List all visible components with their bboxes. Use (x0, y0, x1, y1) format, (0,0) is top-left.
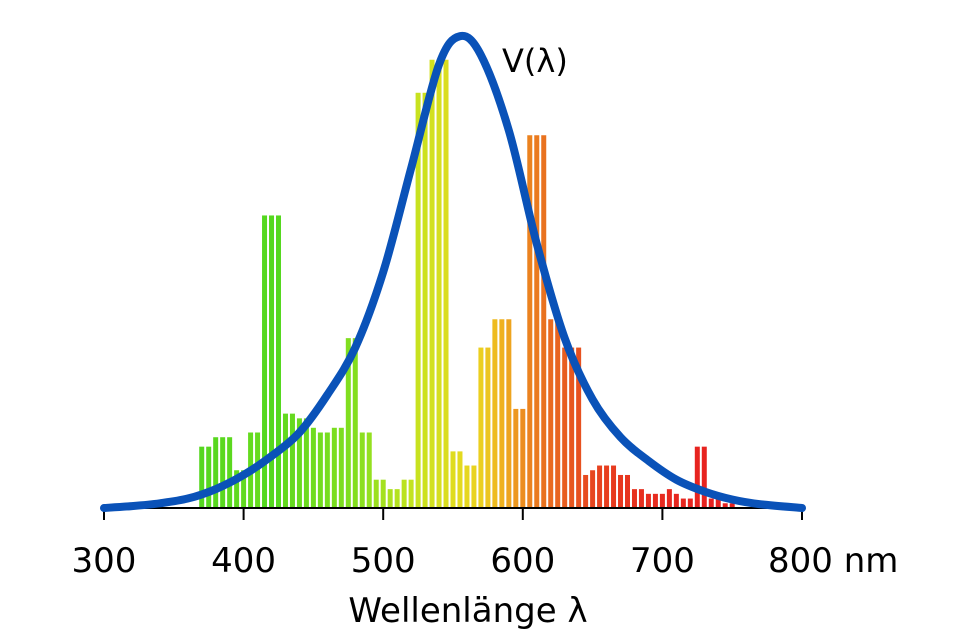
bar-435 (289, 413, 295, 508)
bar-650 (590, 470, 596, 508)
bar-570 (478, 347, 484, 508)
bar-680 (631, 489, 637, 508)
x-tick-label-300: 300 (72, 541, 137, 581)
bar-500 (380, 479, 386, 508)
bar-660 (604, 465, 610, 508)
bar-620 (548, 319, 554, 508)
bar-590 (506, 319, 512, 508)
x-ticks-group: 300 400 500 600 700 800 nm (72, 508, 898, 581)
bar-485 (359, 432, 365, 508)
x-tick-label-500: 500 (351, 541, 416, 581)
bar-635 (569, 347, 575, 508)
bar-540 (436, 59, 442, 508)
bar-450 (310, 427, 316, 508)
bar-580 (492, 319, 498, 508)
bar-530 (422, 92, 428, 508)
bar-675 (625, 474, 630, 508)
bar-425 (276, 215, 281, 508)
bar-510 (394, 489, 400, 508)
bar-600 (520, 408, 526, 508)
bar-475 (345, 338, 351, 508)
curve-label: V(λ) (502, 42, 568, 80)
bar-375 (206, 446, 212, 508)
bar-545 (443, 59, 449, 508)
bar-490 (366, 432, 372, 508)
bar-745 (722, 503, 728, 508)
bar-465 (331, 427, 337, 508)
bar-370 (199, 446, 205, 508)
bar-750 (729, 503, 735, 508)
bar-630 (562, 347, 568, 508)
bar-395 (234, 470, 240, 508)
bar-670 (618, 474, 624, 508)
bar-445 (303, 418, 309, 508)
bar-645 (583, 474, 589, 508)
bar-690 (645, 493, 651, 508)
bars-group (199, 59, 735, 509)
bar-525 (415, 92, 421, 508)
bar-685 (638, 489, 644, 508)
bar-515 (401, 479, 407, 508)
bar-495 (373, 479, 379, 508)
x-tick-label-800: 800 nm (768, 541, 898, 581)
bar-565 (471, 465, 477, 508)
bar-550 (450, 451, 456, 508)
bar-460 (324, 432, 330, 508)
bar-555 (457, 451, 463, 508)
bar-605 (527, 135, 533, 509)
bar-655 (597, 465, 603, 508)
bar-720 (687, 498, 693, 508)
bar-595 (513, 408, 519, 508)
bar-505 (387, 489, 393, 508)
bar-695 (652, 493, 658, 508)
bar-610 (534, 135, 540, 509)
bar-420 (269, 215, 275, 508)
v-lambda-curve (100, 31, 806, 512)
x-tick-label-600: 600 (490, 541, 555, 581)
bar-385 (220, 437, 226, 508)
bar-390 (227, 437, 233, 508)
bar-640 (576, 347, 582, 508)
bar-615 (541, 135, 547, 509)
bar-455 (317, 432, 323, 508)
x-tick-label-400: 400 (211, 541, 276, 581)
bar-575 (485, 347, 491, 508)
x-tick-label-700: 700 (630, 541, 695, 581)
bar-715 (680, 498, 686, 508)
bar-440 (296, 418, 302, 508)
bar-625 (555, 319, 561, 508)
bar-585 (499, 319, 505, 508)
bar-725 (694, 446, 700, 508)
x-axis-label: Wellenlänge λ (348, 591, 587, 631)
bar-730 (701, 446, 707, 508)
bar-380 (213, 437, 219, 508)
bar-535 (429, 59, 435, 508)
bar-415 (262, 215, 268, 508)
bar-560 (464, 465, 470, 508)
bar-520 (408, 479, 414, 508)
bar-740 (715, 498, 721, 508)
bar-700 (659, 493, 665, 508)
bar-470 (338, 427, 344, 508)
bar-665 (611, 465, 617, 508)
bar-735 (708, 498, 714, 508)
bar-430 (282, 413, 288, 508)
bar-710 (673, 493, 679, 508)
bar-705 (666, 489, 672, 508)
bar-480 (352, 338, 358, 508)
bar-400 (241, 470, 247, 508)
